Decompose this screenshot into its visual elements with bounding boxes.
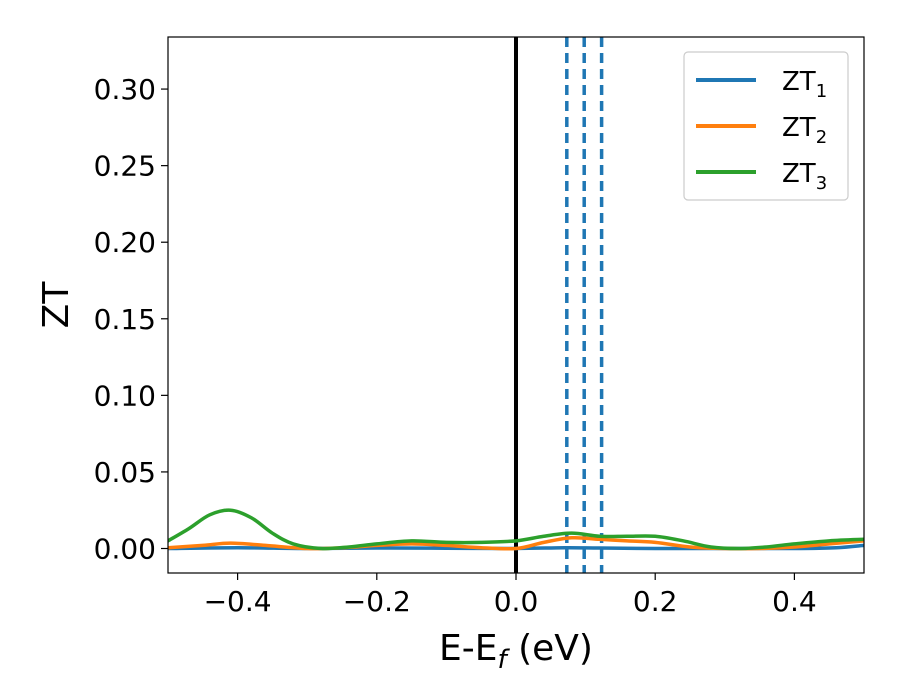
legend-label-zt3: ZT3 [782,159,827,194]
legend: ZT1 ZT2 ZT3 [683,51,849,201]
y-tick-label: 0.00 [94,532,156,565]
x-tick-label: 0.2 [633,585,678,618]
axes: −0.4 −0.2 0.0 0.2 0.4 0.00 0.05 0.10 0.15 0.20 0.2… [36,36,865,675]
legend-label-zt1: ZT1 [782,67,827,102]
series-line-zt3 [168,508,864,551]
legend-label-zt2: ZT2 [782,113,827,148]
x-axis-title: E-Ef (eV) [439,628,593,675]
plot-area [168,37,864,573]
legend-box [683,51,849,201]
y-tick-label: 0.05 [94,456,156,489]
y-axis-title: ZT [36,281,77,329]
y-tick-label: 0.10 [94,379,156,412]
y-tick-label: 0.30 [94,73,156,106]
y-tick-label: 0.20 [94,226,156,259]
y-tick-label: 0.15 [94,303,156,336]
x-tick-label: −0.4 [204,585,272,618]
x-tick-label: −0.2 [343,585,411,618]
x-tick-label: 0.0 [494,585,539,618]
y-tick-label: 0.25 [94,150,156,183]
x-tick-label: 0.4 [772,585,817,618]
